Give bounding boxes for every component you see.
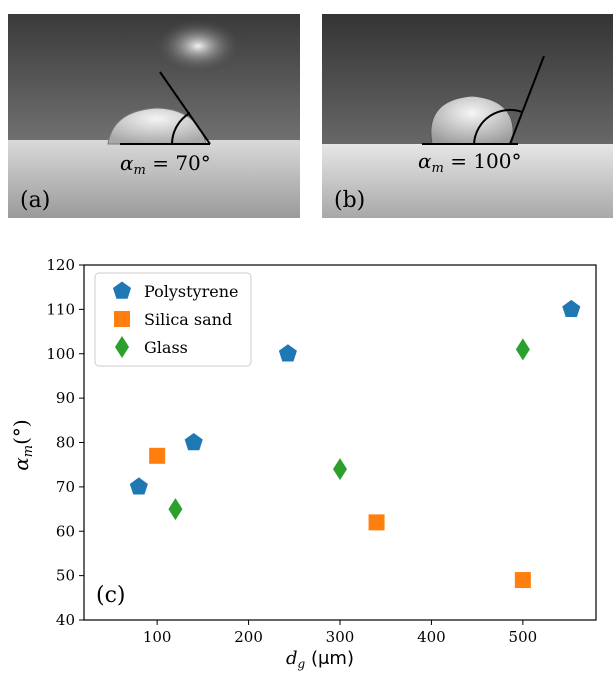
droplet-photo-a-image: αm = 70° (a) — [8, 14, 300, 218]
legend-marker-polystyrene — [112, 281, 132, 299]
point-glass — [333, 458, 347, 481]
axis-ticks: 100 200 300 400 500 40 50 60 70 80 90 100 110 120 — [46, 256, 537, 646]
legend-marker-silica-sand — [114, 311, 130, 327]
droplet-photo-b: αm = 100° (b) — [322, 14, 613, 218]
legend-label-silica-sand: Silica sand — [144, 310, 232, 329]
y-tick-label: 40 — [56, 611, 75, 629]
x-axis-label: dg (μm) — [286, 648, 354, 671]
legend-box — [94, 272, 252, 367]
point-polystyrene — [278, 344, 297, 362]
point-polystyrene — [184, 433, 203, 451]
point-silica-sand — [149, 447, 166, 464]
point-polystyrene — [562, 299, 581, 318]
y-tick-label: 80 — [56, 434, 75, 452]
droplet-photo-a: αm = 70° (a) — [8, 14, 300, 218]
point-glass — [168, 498, 183, 521]
y-tick-label: 100 — [46, 345, 75, 363]
y-tick-label: 110 — [46, 300, 75, 318]
y-tick-label: 50 — [56, 567, 75, 585]
point-silica-sand — [368, 514, 385, 531]
x-tick-label: 500 — [509, 628, 538, 646]
y-tick-label: 120 — [46, 256, 75, 274]
y-tick-label: 60 — [56, 522, 75, 540]
scatter-chart: 100 200 300 400 500 40 50 60 70 80 90 100 110 120 Pol… — [9, 256, 597, 671]
angle-label-b: αm = 100° — [418, 149, 522, 176]
angle-label-a: αm = 70° — [120, 151, 211, 178]
point-silica-sand — [514, 572, 531, 589]
legend: Polystyrene Silica sand Glass — [94, 272, 252, 367]
legend-label-glass: Glass — [144, 338, 188, 357]
x-tick-label: 300 — [326, 628, 355, 646]
panel-label-a: (a) — [20, 188, 50, 213]
data-points — [129, 299, 581, 589]
legend-label-polystyrene: Polystyrene — [144, 282, 238, 301]
y-tick-label: 70 — [56, 478, 75, 496]
x-tick-label: 400 — [417, 628, 446, 646]
point-polystyrene — [129, 477, 148, 495]
point-glass — [515, 338, 530, 361]
x-tick-label: 100 — [143, 628, 172, 646]
y-tick-label: 90 — [56, 389, 75, 407]
x-tick-label: 200 — [234, 628, 263, 646]
panel-label-c: (c) — [96, 583, 126, 608]
panel-label-b: (b) — [334, 188, 365, 213]
droplet-photo-b-image: αm = 100° (b) — [322, 14, 613, 218]
y-axis-label: αm(°) — [9, 419, 36, 470]
legend-marker-glass — [115, 336, 129, 358]
